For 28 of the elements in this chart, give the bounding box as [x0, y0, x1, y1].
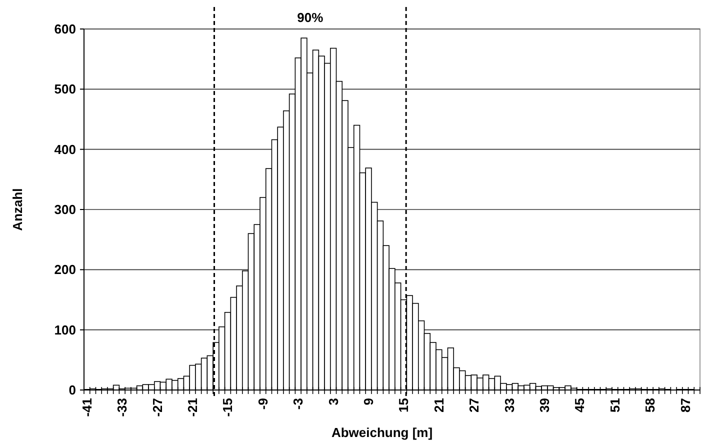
x-tick-label: 9	[361, 398, 376, 406]
x-tick-label: -27	[150, 398, 165, 417]
x-tick-label: 87	[678, 398, 693, 412]
x-tick-label: 51	[607, 398, 622, 412]
x-tick-label: 21	[431, 398, 446, 412]
y-tick-label: 100	[54, 322, 76, 338]
x-tick-label: 45	[572, 398, 588, 412]
x-tick-label: -15	[220, 398, 236, 417]
x-tick-label: -41	[79, 398, 94, 417]
y-tick-label: 500	[54, 82, 76, 97]
x-tick-label: -33	[114, 398, 130, 417]
x-tick-label: 58	[642, 398, 658, 412]
x-tick-label: 15	[396, 398, 412, 412]
y-axis-title: Anzahl	[10, 188, 25, 231]
y-tick-label: 600	[54, 22, 76, 37]
y-tick-label: 200	[54, 262, 76, 278]
y-tick-label: 300	[54, 202, 76, 218]
text: 90%	[297, 10, 324, 25]
x-tick-label: -3	[290, 398, 306, 410]
x-tick-label: 33	[502, 398, 517, 412]
x-axis-title: Abweichung [m]	[331, 425, 433, 440]
x-tick-label: -9	[255, 398, 270, 410]
x-tick-label: -21	[185, 398, 200, 417]
y-tick-label: 0	[68, 382, 76, 398]
x-tick-label: 27	[466, 398, 482, 412]
x-tick-label: 3	[326, 398, 341, 406]
y-tick-label: 400	[54, 142, 76, 157]
x-tick-label: 39	[537, 398, 552, 412]
